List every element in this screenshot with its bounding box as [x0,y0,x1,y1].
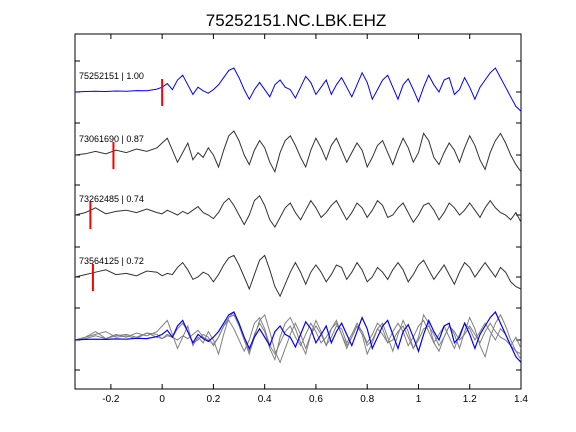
chart-title: 75252151.NC.LBK.EHZ [206,11,387,30]
x-tick-label: 0.4 [258,394,272,405]
plot-area-frame [74,33,522,390]
x-axis-ticks: -0.2 0 0.2 0.4 0.6 0.8 1 1.2 1.4 [102,34,528,405]
overlay-trace [74,313,522,364]
trace-label: 75252151 | 1.00 [79,71,144,81]
trace-label: 73262485 | 0.74 [79,194,144,204]
seismic-traces [74,67,522,298]
trace-labels: 75252151 | 1.00 73061690 | 0.87 73262485 |… [79,71,144,266]
x-tick-label: 1 [416,394,422,405]
trace-line [74,254,522,298]
x-tick-label: 0.8 [360,394,374,405]
x-tick-label: 1.4 [514,394,528,405]
x-tick-label: 0.2 [206,394,220,405]
trace-label: 73061690 | 0.87 [79,134,144,144]
x-tick-label: -0.2 [102,394,120,405]
x-tick-label: 0.6 [309,394,323,405]
trace-line [74,130,522,174]
overlay-trace [74,316,522,356]
pick-markers [89,79,164,291]
overlay-reference-trace [74,310,522,363]
x-tick-label: 0 [159,394,165,405]
x-tick-label: 1.2 [463,394,477,405]
overlay-trace [74,311,522,362]
trace-label: 73564125 | 0.72 [79,256,144,266]
overlay-stack [74,310,522,364]
trace-line [74,194,522,228]
trace-line [74,67,522,112]
